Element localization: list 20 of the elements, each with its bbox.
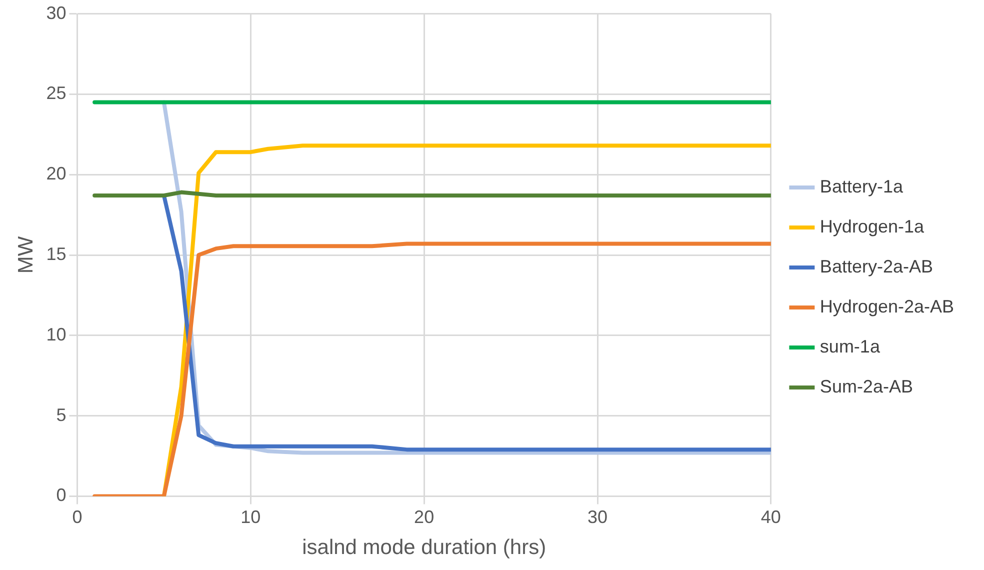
x-tick-label: 40 [760, 506, 781, 527]
y-tick-label: 30 [46, 2, 66, 23]
y-axis-title: MW [14, 236, 38, 274]
x-axis-title: isalnd mode duration (hrs) [302, 536, 546, 560]
legend-label: Hydrogen-2a-AB [820, 296, 954, 316]
legend-label: Battery-2a-AB [820, 256, 933, 276]
y-tick-label: 5 [56, 404, 66, 425]
y-tick-label: 10 [46, 324, 66, 344]
x-tick-label: 30 [587, 506, 608, 527]
legend-label: Hydrogen-1a [820, 216, 925, 236]
y-tick-label: 25 [46, 83, 66, 104]
x-tick-label: 20 [414, 506, 434, 527]
y-tick-label: 15 [46, 244, 66, 264]
x-tick-label: 10 [240, 506, 261, 527]
y-tick-label: 20 [46, 164, 66, 184]
legend-label: sum-1a [820, 336, 881, 356]
x-tick-label: 0 [72, 506, 82, 527]
y-tick-label: 0 [56, 485, 66, 506]
legend-label: Battery-1a [820, 176, 904, 196]
legend-label: Sum-2a-AB [820, 376, 913, 396]
